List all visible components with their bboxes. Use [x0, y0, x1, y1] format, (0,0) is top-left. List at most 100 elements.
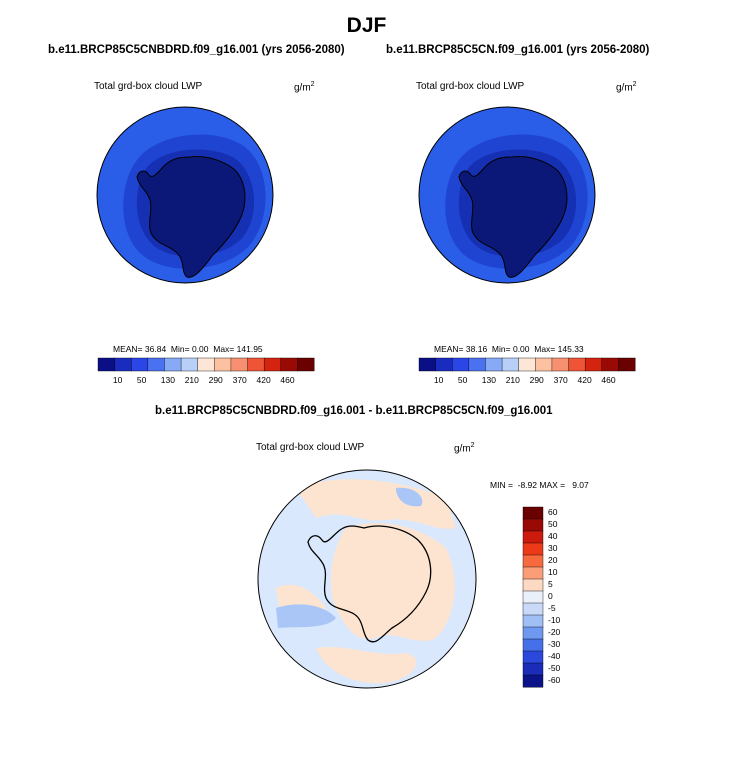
colorbar-tick-label: 290 [208, 375, 223, 385]
panel-1-title: b.e11.BRCP85C5CNBDRD.f09_g16.001 (yrs 20… [48, 44, 345, 56]
diff-panel-units: g/m2 [454, 442, 475, 455]
colorbar-tick-label: 20 [548, 555, 558, 565]
panel-1-colorbar-ticks: 10 50 130 210 290 370 420 460 [98, 375, 314, 387]
colorbar-swatch [418, 357, 437, 372]
colorbar-swatch [297, 357, 315, 372]
diff-positive-region [330, 523, 455, 641]
colorbar-tick-label: 370 [553, 375, 568, 385]
colorbar-swatch [197, 357, 215, 372]
colorbar-tick-label: 0 [548, 591, 553, 601]
colorbar-swatch [522, 614, 544, 628]
diff-antarctica-outline [307, 525, 432, 643]
colorbar-tick-label: 460 [280, 375, 295, 385]
panel-2-antarctica [458, 156, 568, 278]
colorbar-tick-label: 370 [232, 375, 247, 385]
colorbar-tick-label: 30 [548, 543, 558, 553]
diff-panel-colorbar-ticks: 60 50 40 30 20 10 5 0 -5 -10 -20 -30 -40 -50 -60 [548, 507, 578, 687]
colorbar-tick-label: -5 [548, 603, 556, 613]
colorbar-swatch [601, 357, 619, 372]
colorbar-swatch [522, 518, 544, 532]
colorbar-tick-label: 50 [136, 375, 147, 385]
colorbar-tick-label: -40 [548, 651, 561, 661]
colorbar-swatch [247, 357, 265, 372]
colorbar-swatch [263, 357, 282, 372]
colorbar-swatch [501, 357, 520, 372]
colorbar-swatch [452, 357, 470, 372]
colorbar-swatch [522, 506, 544, 520]
panel-2-map [418, 106, 596, 284]
colorbar-swatch [522, 662, 544, 676]
colorbar-swatch [522, 578, 544, 592]
panel-2-field: Total grd-box cloud LWP [416, 81, 525, 92]
colorbar-swatch [522, 566, 544, 580]
colorbar-swatch [584, 357, 603, 372]
colorbar-swatch [214, 357, 232, 372]
colorbar-swatch [522, 638, 544, 652]
colorbar-tick-label: -30 [548, 639, 561, 649]
colorbar-swatch [535, 357, 553, 372]
colorbar-swatch [435, 357, 453, 372]
colorbar-tick-label: 290 [529, 375, 544, 385]
colorbar-tick-label: 130 [481, 375, 496, 385]
colorbar-swatch [551, 357, 570, 372]
colorbar-tick-label: 10 [548, 567, 558, 577]
colorbar-tick-label: 420 [577, 375, 592, 385]
colorbar-tick-label: 130 [160, 375, 175, 385]
colorbar-swatch [568, 357, 586, 372]
diff-panel-title: b.e11.BRCP85C5CNBDRD.f09_g16.001 - b.e11… [155, 405, 553, 417]
colorbar-swatch [230, 357, 249, 372]
colorbar-swatch [114, 357, 132, 372]
colorbar-tick-label: 210 [505, 375, 520, 385]
colorbar-swatch [522, 674, 544, 688]
panel-1-map [96, 106, 274, 284]
colorbar-tick-label: 460 [601, 375, 616, 385]
colorbar-tick-label: -20 [548, 627, 561, 637]
colorbar-swatch [147, 357, 165, 372]
panel-1-stats: MEAN= 36.84 Min= 0.00 Max= 141.95 [113, 344, 263, 354]
colorbar-swatch [522, 626, 544, 640]
colorbar-swatch [180, 357, 199, 372]
colorbar-tick-label: 60 [548, 507, 558, 517]
colorbar-swatch [522, 602, 544, 616]
panel-1-colorbar [97, 357, 315, 372]
colorbar-swatch [618, 357, 636, 372]
colorbar-swatch [522, 530, 544, 544]
diff-panel-field: Total grd-box cloud LWP [256, 442, 365, 453]
colorbar-swatch [518, 357, 536, 372]
panel-2-title: b.e11.BRCP85C5CN.f09_g16.001 (yrs 2056-2… [386, 44, 650, 56]
colorbar-swatch [522, 590, 544, 604]
colorbar-swatch [131, 357, 149, 372]
panel-1-units: g/m2 [294, 81, 315, 94]
panel-1-field: Total grd-box cloud LWP [94, 81, 203, 92]
diff-panel-map [257, 469, 477, 689]
diff-panel-colorbar [522, 506, 544, 688]
panel-1-antarctica [136, 156, 246, 278]
colorbar-tick-label: 40 [548, 531, 558, 541]
colorbar-swatch [485, 357, 503, 372]
colorbar-tick-label: 420 [256, 375, 271, 385]
colorbar-swatch [280, 357, 298, 372]
panel-2-units: g/m2 [616, 81, 637, 94]
colorbar-tick-label: 50 [548, 519, 558, 529]
colorbar-tick-label: 5 [548, 579, 553, 589]
colorbar-swatch [522, 542, 544, 556]
colorbar-swatch [164, 357, 182, 372]
colorbar-tick-label: 10 [433, 375, 444, 385]
colorbar-tick-label: 50 [457, 375, 468, 385]
diff-negative-region [276, 604, 336, 628]
colorbar-tick-label: 210 [184, 375, 199, 385]
colorbar-tick-label: 10 [112, 375, 123, 385]
figure-title: DJF [346, 14, 387, 37]
panel-2-stats: MEAN= 38.16 Min= 0.00 Max= 145.33 [434, 344, 584, 354]
colorbar-tick-label: -60 [548, 675, 561, 685]
colorbar-swatch [468, 357, 486, 372]
diff-positive-region [296, 479, 456, 529]
colorbar-swatch [522, 650, 544, 664]
colorbar-tick-label: -10 [548, 615, 561, 625]
panel-2-colorbar-ticks: 10 50 130 210 290 370 420 460 [419, 375, 635, 387]
colorbar-tick-label: -50 [548, 663, 561, 673]
colorbar-swatch [97, 357, 116, 372]
colorbar-swatch [522, 554, 544, 568]
diff-negative-region [396, 487, 423, 507]
diff-positive-region [316, 646, 417, 684]
